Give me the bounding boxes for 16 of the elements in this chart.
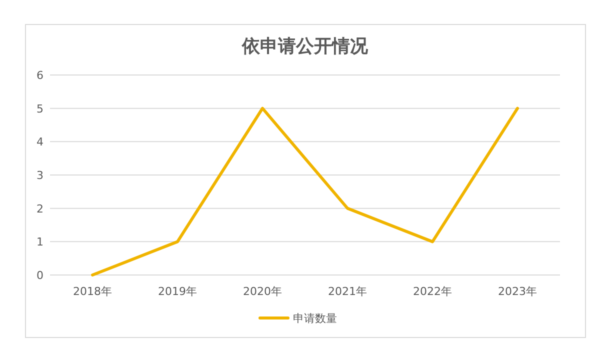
x-tick-label: 2018年 xyxy=(73,285,112,298)
y-tick-label: 4 xyxy=(36,136,44,149)
x-tick-label: 2022年 xyxy=(413,285,452,298)
x-tick-label: 2019年 xyxy=(158,285,197,298)
y-tick-label: 1 xyxy=(36,236,44,249)
chart-title: 依申请公开情况 xyxy=(241,36,369,56)
y-tick-label: 0 xyxy=(36,269,44,282)
y-tick-label: 3 xyxy=(36,169,44,182)
line-series xyxy=(91,106,519,276)
x-tick-label: 2023年 xyxy=(498,285,537,298)
y-tick-label: 2 xyxy=(36,202,44,216)
x-tick-label: 2020年 xyxy=(243,285,282,298)
y-tick-label: 5 xyxy=(36,102,44,116)
y-tick-label: 6 xyxy=(36,69,44,82)
x-tick-label: 2021年 xyxy=(328,285,367,298)
legend-label: 申请数量 xyxy=(293,312,337,325)
